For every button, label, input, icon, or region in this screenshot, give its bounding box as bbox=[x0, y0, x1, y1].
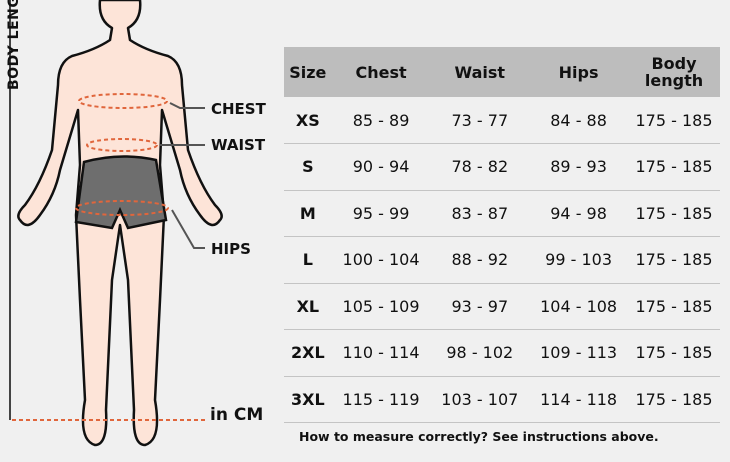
table-row: 2XL 110 - 114 98 - 102 109 - 113 175 - 185 bbox=[284, 329, 720, 377]
table-row: 3XL 115 - 119 103 - 107 114 - 118 175 - 185 bbox=[284, 376, 720, 423]
table-row: XS 85 - 89 73 - 77 84 - 88 175 - 185 bbox=[284, 97, 720, 144]
measurement-cell: 175 - 185 bbox=[628, 236, 720, 284]
footer-note: How to measure correctly? See instructio… bbox=[299, 429, 659, 444]
measurement-cell: 94 - 98 bbox=[529, 190, 628, 237]
measurement-cell: 90 - 94 bbox=[331, 143, 431, 191]
measurement-cell: 89 - 93 bbox=[529, 143, 628, 191]
size-cell: S bbox=[284, 143, 332, 191]
measurement-cell: 100 - 104 bbox=[331, 236, 431, 284]
size-cell: 2XL bbox=[284, 329, 332, 377]
column-header: Size bbox=[284, 47, 332, 97]
measurement-cell: 175 - 185 bbox=[628, 283, 720, 330]
table-row: S 90 - 94 78 - 82 89 - 93 175 - 185 bbox=[284, 143, 720, 191]
size-chart-table: Size Chest Waist Hips Body length XS 85 - 89 7… bbox=[284, 47, 720, 423]
measurement-cell: 105 - 109 bbox=[331, 283, 431, 330]
body-figure-icon bbox=[9, 0, 223, 447]
measurement-cell: 175 - 185 bbox=[628, 97, 720, 144]
measurement-cell: 73 - 77 bbox=[430, 97, 530, 144]
body-measurement-illustration: BODY LENGTH CHEST WAIST HIPS in CM bbox=[0, 0, 280, 458]
measurement-cell: 88 - 92 bbox=[430, 236, 530, 284]
column-header: Waist bbox=[430, 47, 530, 97]
measurement-cell: 110 - 114 bbox=[331, 329, 431, 377]
column-header: Body length bbox=[628, 47, 720, 97]
measurement-cell: 175 - 185 bbox=[628, 143, 720, 191]
measurement-cell: 175 - 185 bbox=[628, 329, 720, 377]
measurement-cell: 85 - 89 bbox=[331, 97, 431, 144]
measurement-cell: 115 - 119 bbox=[331, 376, 431, 423]
measurement-cell: 99 - 103 bbox=[529, 236, 628, 284]
hips-label: HIPS bbox=[211, 240, 251, 258]
size-cell: XS bbox=[284, 97, 332, 144]
column-header: Hips bbox=[529, 47, 628, 97]
measurement-cell: 103 - 107 bbox=[430, 376, 530, 423]
size-cell: L bbox=[284, 236, 332, 284]
body-length-label: BODY LENGTH bbox=[6, 0, 22, 90]
measurement-cell: 104 - 108 bbox=[529, 283, 628, 330]
measurement-cell: 98 - 102 bbox=[430, 329, 530, 377]
measurement-cell: 84 - 88 bbox=[529, 97, 628, 144]
measurement-cell: 109 - 113 bbox=[529, 329, 628, 377]
waist-label: WAIST bbox=[211, 136, 266, 154]
measurement-cell: 93 - 97 bbox=[430, 283, 530, 330]
measurement-cell: 95 - 99 bbox=[331, 190, 431, 237]
size-cell: XL bbox=[284, 283, 332, 330]
table-row: M 95 - 99 83 - 87 94 - 98 175 - 185 bbox=[284, 190, 720, 237]
table-row: XL 105 - 109 93 - 97 104 - 108 175 - 185 bbox=[284, 283, 720, 330]
measurement-cell: 175 - 185 bbox=[628, 376, 720, 423]
chest-label: CHEST bbox=[211, 100, 266, 118]
size-cell: M bbox=[284, 190, 332, 237]
unit-label: in CM bbox=[210, 405, 264, 425]
measurement-cell: 114 - 118 bbox=[529, 376, 628, 423]
table-row: L 100 - 104 88 - 92 99 - 103 175 - 185 bbox=[284, 236, 720, 284]
column-header: Chest bbox=[331, 47, 431, 97]
measurement-cell: 83 - 87 bbox=[430, 190, 530, 237]
measurement-cell: 78 - 82 bbox=[430, 143, 530, 191]
size-cell: 3XL bbox=[284, 376, 332, 423]
measurement-cell: 175 - 185 bbox=[628, 190, 720, 237]
table-header: Size Chest Waist Hips Body length bbox=[284, 47, 720, 97]
